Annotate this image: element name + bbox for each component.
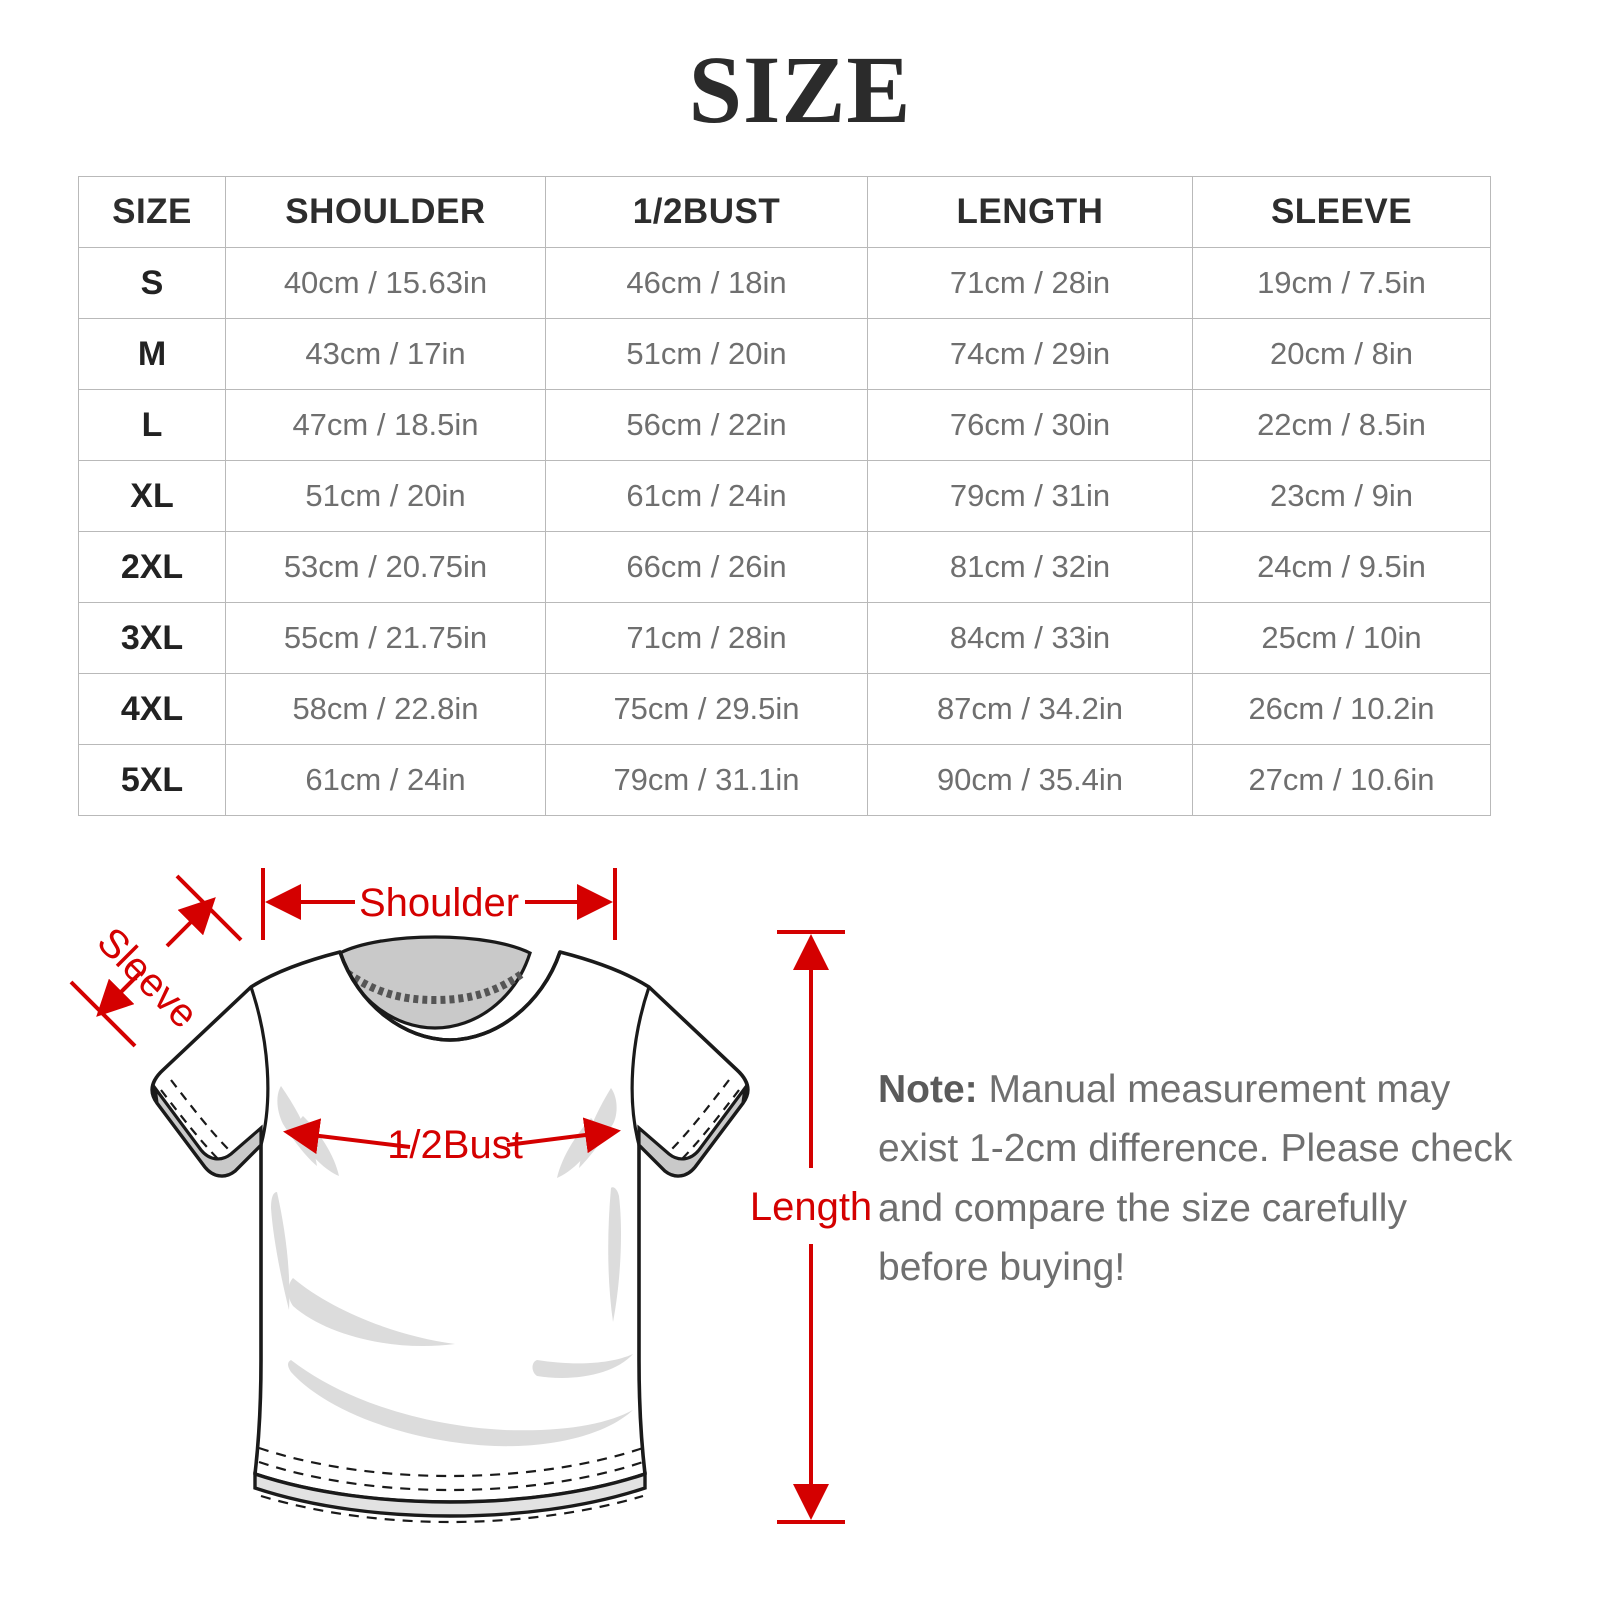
- table-row: L 47cm / 18.5in 56cm / 22in 76cm / 30in …: [78, 389, 1491, 461]
- cell-bust: 71cm / 28in: [545, 602, 868, 674]
- cell-length: 76cm / 30in: [867, 389, 1193, 461]
- cell-shoulder: 51cm / 20in: [225, 460, 546, 532]
- length-annotation: Length: [750, 930, 872, 1524]
- hem-stitch-3: [260, 1494, 644, 1524]
- cell-bust: 56cm / 22in: [545, 389, 868, 461]
- cell-size: 3XL: [78, 602, 226, 674]
- cell-sleeve: 26cm / 10.2in: [1192, 673, 1491, 745]
- left-sleeve-cuff: [152, 1082, 263, 1178]
- column-header-sleeve: SLEEVE: [1192, 176, 1491, 248]
- cell-length: 87cm / 34.2in: [867, 673, 1193, 745]
- cell-size: L: [78, 389, 226, 461]
- cell-length: 81cm / 32in: [867, 531, 1193, 603]
- right-sleeve-cuff: [637, 1082, 748, 1178]
- table-row: S 40cm / 15.63in 46cm / 18in 71cm / 28in…: [78, 247, 1491, 319]
- cell-shoulder: 40cm / 15.63in: [225, 247, 546, 319]
- column-header-length: LENGTH: [867, 176, 1193, 248]
- column-header-size: SIZE: [78, 176, 226, 248]
- cell-shoulder: 58cm / 22.8in: [225, 673, 546, 745]
- table-row: 3XL 55cm / 21.75in 71cm / 28in 84cm / 33…: [78, 602, 1491, 674]
- size-chart-table: SIZE SHOULDER 1/2BUST LENGTH SLEEVE S 40…: [78, 176, 1491, 816]
- length-label: Length: [750, 1185, 872, 1229]
- collar-inner: [338, 935, 532, 1030]
- cell-size: 4XL: [78, 673, 226, 745]
- table-row: 2XL 53cm / 20.75in 66cm / 26in 81cm / 32…: [78, 531, 1491, 603]
- cell-size: XL: [78, 460, 226, 532]
- table-row: 5XL 61cm / 24in 79cm / 31.1in 90cm / 35.…: [78, 744, 1491, 816]
- right-cuff-stitch-2: [668, 1079, 730, 1153]
- shoulder-label: Shoulder: [359, 881, 519, 925]
- cell-sleeve: 25cm / 10in: [1192, 602, 1491, 674]
- note-body: Manual measurement may exist 1-2cm diffe…: [878, 1068, 1513, 1289]
- cell-bust: 66cm / 26in: [545, 531, 868, 603]
- cell-sleeve: 20cm / 8in: [1192, 318, 1491, 390]
- tshirt-body-outline: [150, 950, 750, 1504]
- column-header-shoulder: SHOULDER: [225, 176, 546, 248]
- hem-stitch-1: [258, 1460, 644, 1492]
- cell-sleeve: 22cm / 8.5in: [1192, 389, 1491, 461]
- cell-length: 90cm / 35.4in: [867, 744, 1193, 816]
- column-header-bust: 1/2BUST: [545, 176, 868, 248]
- bust-annotation: 1/2Bust: [283, 1117, 621, 1167]
- cell-length: 79cm / 31in: [867, 460, 1193, 532]
- cell-size: M: [78, 318, 226, 390]
- cell-size: 5XL: [78, 744, 226, 816]
- cell-shoulder: 47cm / 18.5in: [225, 389, 546, 461]
- cell-length: 74cm / 29in: [867, 318, 1193, 390]
- collar-rib-band: [344, 969, 526, 1005]
- left-cuff-stitch-1: [160, 1089, 222, 1163]
- hem-band: [253, 1471, 647, 1518]
- cell-bust: 46cm / 18in: [545, 247, 868, 319]
- cell-size: 2XL: [78, 531, 226, 603]
- cell-sleeve: 23cm / 9in: [1192, 460, 1491, 532]
- cell-shoulder: 53cm / 20.75in: [225, 531, 546, 603]
- right-cuff-stitch-1: [678, 1089, 740, 1163]
- right-armhole-seam: [630, 986, 651, 1146]
- measurement-diagram: Shoulder Sleeve 1/2Bust Length: [0, 840, 1600, 1600]
- cell-length: 84cm / 33in: [867, 602, 1193, 674]
- cell-sleeve: 19cm / 7.5in: [1192, 247, 1491, 319]
- cell-bust: 79cm / 31.1in: [545, 744, 868, 816]
- tshirt-illustration: [150, 935, 750, 1524]
- hem-stitch-2: [258, 1446, 644, 1478]
- cell-size: S: [78, 247, 226, 319]
- table-row: 4XL 58cm / 22.8in 75cm / 29.5in 87cm / 3…: [78, 673, 1491, 745]
- cell-bust: 61cm / 24in: [545, 460, 868, 532]
- size-chart-table-container: SIZE SHOULDER 1/2BUST LENGTH SLEEVE S 40…: [78, 176, 1491, 816]
- shoulder-annotation: Shoulder: [261, 868, 617, 940]
- cell-shoulder: 43cm / 17in: [225, 318, 546, 390]
- cell-bust: 51cm / 20in: [545, 318, 868, 390]
- page-title: SIZE: [688, 36, 912, 143]
- cell-sleeve: 24cm / 9.5in: [1192, 531, 1491, 603]
- cell-length: 71cm / 28in: [867, 247, 1193, 319]
- neckline: [338, 951, 562, 1042]
- cell-bust: 75cm / 29.5in: [545, 673, 868, 745]
- cell-shoulder: 55cm / 21.75in: [225, 602, 546, 674]
- bust-label: 1/2Bust: [387, 1123, 523, 1167]
- table-header-row: SIZE SHOULDER 1/2BUST LENGTH SLEEVE: [78, 176, 1491, 248]
- left-cuff-stitch-2: [170, 1079, 232, 1153]
- note-text-block: Note: Manual measurement may exist 1-2cm…: [878, 1060, 1518, 1297]
- cell-shoulder: 61cm / 24in: [225, 744, 546, 816]
- table-row: XL 51cm / 20in 61cm / 24in 79cm / 31in 2…: [78, 460, 1491, 532]
- cell-sleeve: 27cm / 10.6in: [1192, 744, 1491, 816]
- note-label: Note:: [878, 1068, 978, 1111]
- table-row: M 43cm / 17in 51cm / 20in 74cm / 29in 20…: [78, 318, 1491, 390]
- left-armhole-seam: [249, 986, 270, 1146]
- tshirt-diagram-svg: Shoulder Sleeve 1/2Bust Length: [69, 868, 872, 1524]
